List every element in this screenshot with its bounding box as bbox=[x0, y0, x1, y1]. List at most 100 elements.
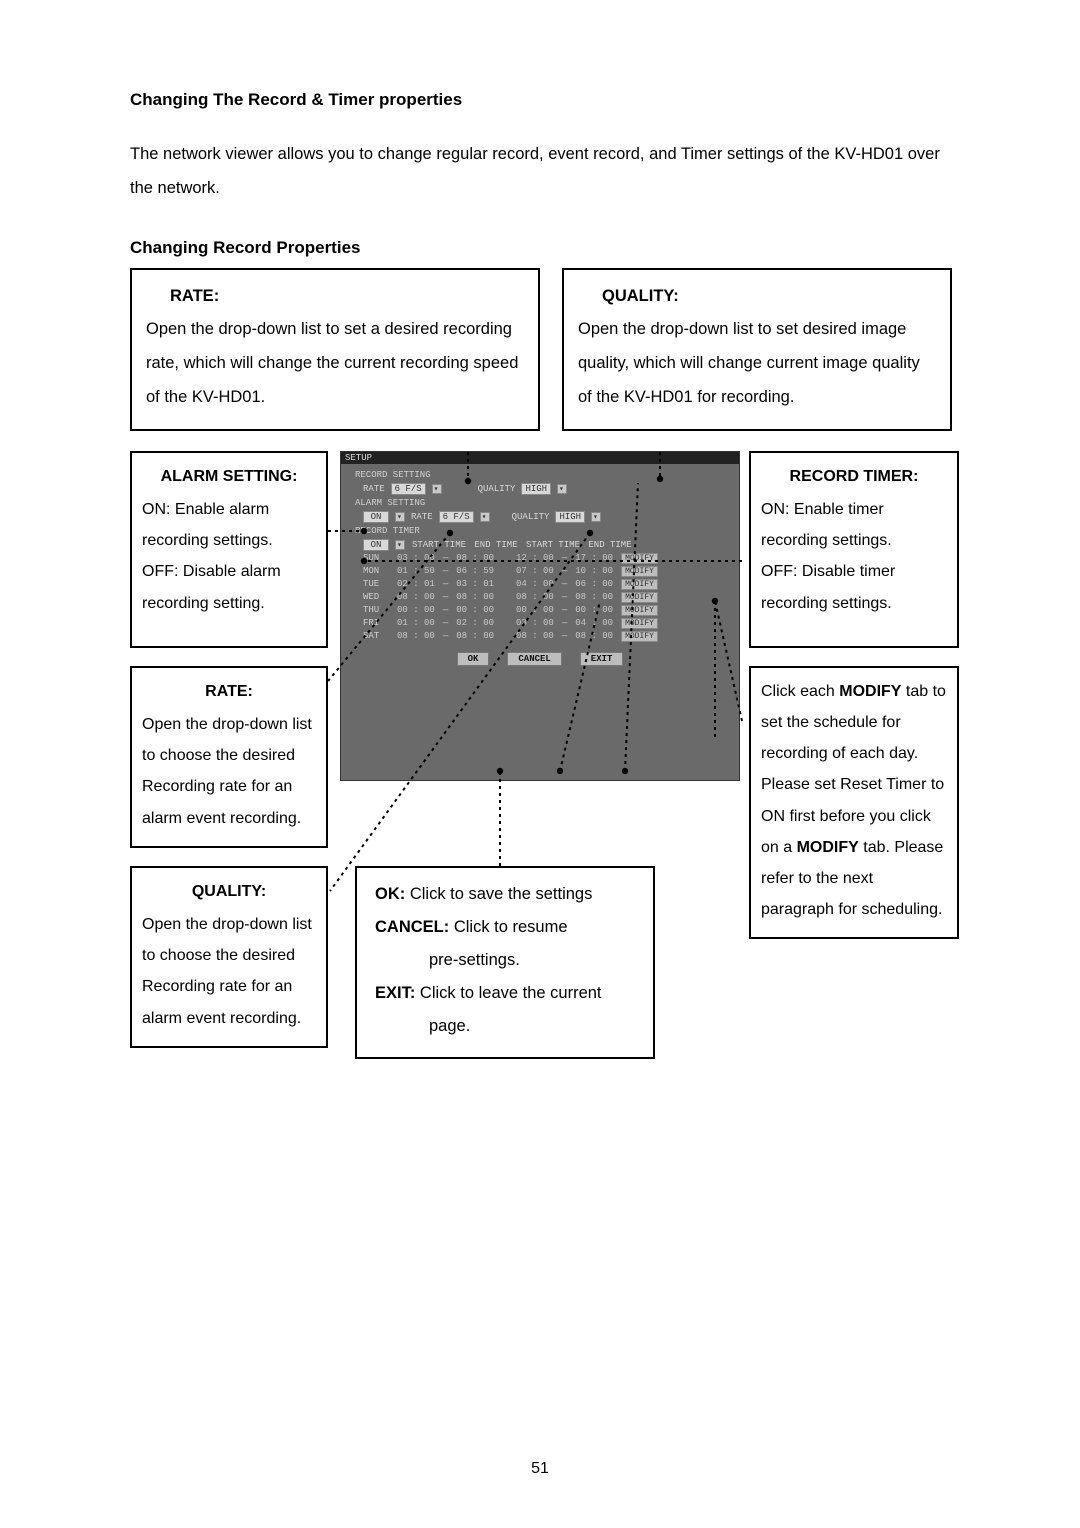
rate-box-top: RATE: Open the drop-down list to set a d… bbox=[130, 268, 540, 431]
ok-cancel-exit-box: OK: Click to save the settings CANCEL: C… bbox=[355, 866, 655, 1059]
day-label: SUN bbox=[363, 553, 389, 563]
end-time-1: 02 : 00 bbox=[456, 618, 494, 628]
right-column: RECORD TIMER: ON: Enable timer recording… bbox=[749, 451, 959, 940]
end-time-1: 08 : 00 bbox=[456, 631, 494, 641]
start-time-header-2: START TIME bbox=[525, 540, 581, 550]
timer-off-text: OFF: Disable timer recording settings. bbox=[761, 556, 947, 618]
end-time-header-1: END TIME bbox=[473, 540, 519, 550]
cancel-text-2: pre-settings. bbox=[375, 944, 639, 977]
schedule-row: SUN03 : 00—08 : 0012 : 00—17 : 00MODIFY bbox=[363, 553, 733, 564]
day-label: SAT bbox=[363, 631, 389, 641]
heading-main: Changing The Record & Timer properties bbox=[130, 90, 955, 110]
end-time-2: 06 : 00 bbox=[575, 579, 613, 589]
end-time-2: 17 : 00 bbox=[575, 553, 613, 563]
end-time-1: 08 : 00 bbox=[456, 553, 494, 563]
alarm-quality-field[interactable]: HIGH bbox=[555, 511, 585, 523]
schedule-row: SAT08 : 00—08 : 0008 : 00—08 : 00MODIFY bbox=[363, 631, 733, 642]
modify-button[interactable]: MODIFY bbox=[621, 553, 658, 564]
alarm-rate-dropdown-icon[interactable] bbox=[480, 512, 490, 522]
start-time-2: 00 : 00 bbox=[516, 605, 554, 615]
modify-bold-2: MODIFY bbox=[797, 839, 859, 856]
exit-text: Click to leave the current bbox=[415, 984, 601, 1002]
start-time-header-1: START TIME bbox=[411, 540, 467, 550]
start-time-1: 00 : 00 bbox=[397, 605, 435, 615]
alarm-rate-field[interactable]: 6 F/S bbox=[439, 511, 474, 523]
start-time-1: 08 : 00 bbox=[397, 592, 435, 602]
quality-dropdown-icon[interactable] bbox=[557, 484, 567, 494]
timer-on-text: ON: Enable timer recording settings. bbox=[761, 494, 947, 556]
rate-field[interactable]: 6 F/S bbox=[391, 483, 426, 495]
schedule-row: MON01 : 50—06 : 5907 : 00—10 : 00MODIFY bbox=[363, 566, 733, 577]
schedule-row: FRI01 : 00—02 : 0003 : 00—04 : 00MODIFY bbox=[363, 618, 733, 629]
modify-bold-1: MODIFY bbox=[839, 683, 901, 700]
end-time-1: 08 : 00 bbox=[456, 592, 494, 602]
rate-top-body: Open the drop-down list to set a desired… bbox=[146, 313, 524, 414]
alarm-setting-label: ALARM SETTING bbox=[355, 498, 733, 508]
exit-button[interactable]: EXIT bbox=[580, 652, 624, 666]
left-column: ALARM SETTING: ON: Enable alarm recordin… bbox=[130, 451, 328, 1048]
start-time-2: 03 : 00 bbox=[516, 618, 554, 628]
modify-text-1: Click each bbox=[761, 683, 839, 700]
mid-grid: ALARM SETTING: ON: Enable alarm recordin… bbox=[130, 451, 955, 1051]
alarm-off-text: OFF: Disable alarm recording setting. bbox=[142, 556, 316, 618]
rate-box-left: RATE: Open the drop-down list to choose … bbox=[130, 666, 328, 848]
start-time-1: 01 : 50 bbox=[397, 566, 435, 576]
cancel-key: CANCEL: bbox=[375, 918, 449, 936]
modify-button[interactable]: MODIFY bbox=[621, 592, 658, 603]
quality-left-title: QUALITY: bbox=[142, 876, 316, 907]
quality-left-body: Open the drop-down list to choose the de… bbox=[142, 909, 316, 1034]
rate-left-title: RATE: bbox=[142, 676, 316, 707]
record-timer-label: RECORD TIMER bbox=[355, 526, 733, 536]
modify-button[interactable]: MODIFY bbox=[621, 631, 658, 642]
end-time-2: 10 : 00 bbox=[575, 566, 613, 576]
start-time-1: 08 : 00 bbox=[397, 631, 435, 641]
day-label: THU bbox=[363, 605, 389, 615]
exit-text-2: page. bbox=[375, 1010, 639, 1043]
cancel-text: Click to resume bbox=[449, 918, 567, 936]
ok-text: Click to save the settings bbox=[405, 885, 592, 903]
alarm-on-dropdown-icon[interactable] bbox=[395, 512, 405, 522]
intro-text: The network viewer allows you to change … bbox=[130, 138, 955, 206]
start-time-1: 03 : 00 bbox=[397, 553, 435, 563]
quality-top-body: Open the drop-down list to set desired i… bbox=[578, 313, 936, 414]
end-time-1: 03 : 01 bbox=[456, 579, 494, 589]
rate-top-title: RATE: bbox=[146, 280, 524, 314]
cancel-button[interactable]: CANCEL bbox=[507, 652, 561, 666]
schedule-row: WED08 : 00—08 : 0008 : 00—08 : 00MODIFY bbox=[363, 592, 733, 603]
alarm-rate-label: RATE bbox=[411, 512, 433, 522]
alarm-setting-box: ALARM SETTING: ON: Enable alarm recordin… bbox=[130, 451, 328, 648]
day-label: MON bbox=[363, 566, 389, 576]
day-label: TUE bbox=[363, 579, 389, 589]
alarm-quality-dropdown-icon[interactable] bbox=[591, 512, 601, 522]
start-time-2: 07 : 00 bbox=[516, 566, 554, 576]
ok-key: OK: bbox=[375, 885, 405, 903]
ok-button[interactable]: OK bbox=[457, 652, 490, 666]
rate-label: RATE bbox=[363, 484, 385, 494]
alarm-quality-label: QUALITY bbox=[512, 512, 550, 522]
end-time-2: 00 : 00 bbox=[575, 605, 613, 615]
modify-button[interactable]: MODIFY bbox=[621, 579, 658, 590]
timer-on-field[interactable]: ON bbox=[363, 539, 389, 551]
alarm-on-field[interactable]: ON bbox=[363, 511, 389, 523]
setup-dialog: SETUP RECORD SETTING RATE 6 F/S QUALITY … bbox=[340, 451, 740, 781]
record-timer-box: RECORD TIMER: ON: Enable timer recording… bbox=[749, 451, 959, 648]
modify-button[interactable]: MODIFY bbox=[621, 605, 658, 616]
alarm-on-text: ON: Enable alarm recording settings. bbox=[142, 494, 316, 556]
heading-sub: Changing Record Properties bbox=[130, 238, 955, 258]
schedule-row: THU00 : 00—00 : 0000 : 00—00 : 00MODIFY bbox=[363, 605, 733, 616]
end-time-header-2: END TIME bbox=[587, 540, 633, 550]
quality-box-left: QUALITY: Open the drop-down list to choo… bbox=[130, 866, 328, 1048]
modify-button[interactable]: MODIFY bbox=[621, 566, 658, 577]
modify-text-2: tab to set the schedule for recording of… bbox=[761, 683, 946, 856]
quality-field[interactable]: HIGH bbox=[521, 483, 551, 495]
start-time-1: 02 : 01 bbox=[397, 579, 435, 589]
quality-label: QUALITY bbox=[478, 484, 516, 494]
rate-dropdown-icon[interactable] bbox=[432, 484, 442, 494]
end-time-1: 06 : 59 bbox=[456, 566, 494, 576]
modify-button[interactable]: MODIFY bbox=[621, 618, 658, 629]
start-time-2: 08 : 00 bbox=[516, 631, 554, 641]
end-time-1: 00 : 00 bbox=[456, 605, 494, 615]
timer-on-dropdown-icon[interactable] bbox=[395, 540, 405, 550]
start-time-2: 08 : 00 bbox=[516, 592, 554, 602]
day-label: FRI bbox=[363, 618, 389, 628]
